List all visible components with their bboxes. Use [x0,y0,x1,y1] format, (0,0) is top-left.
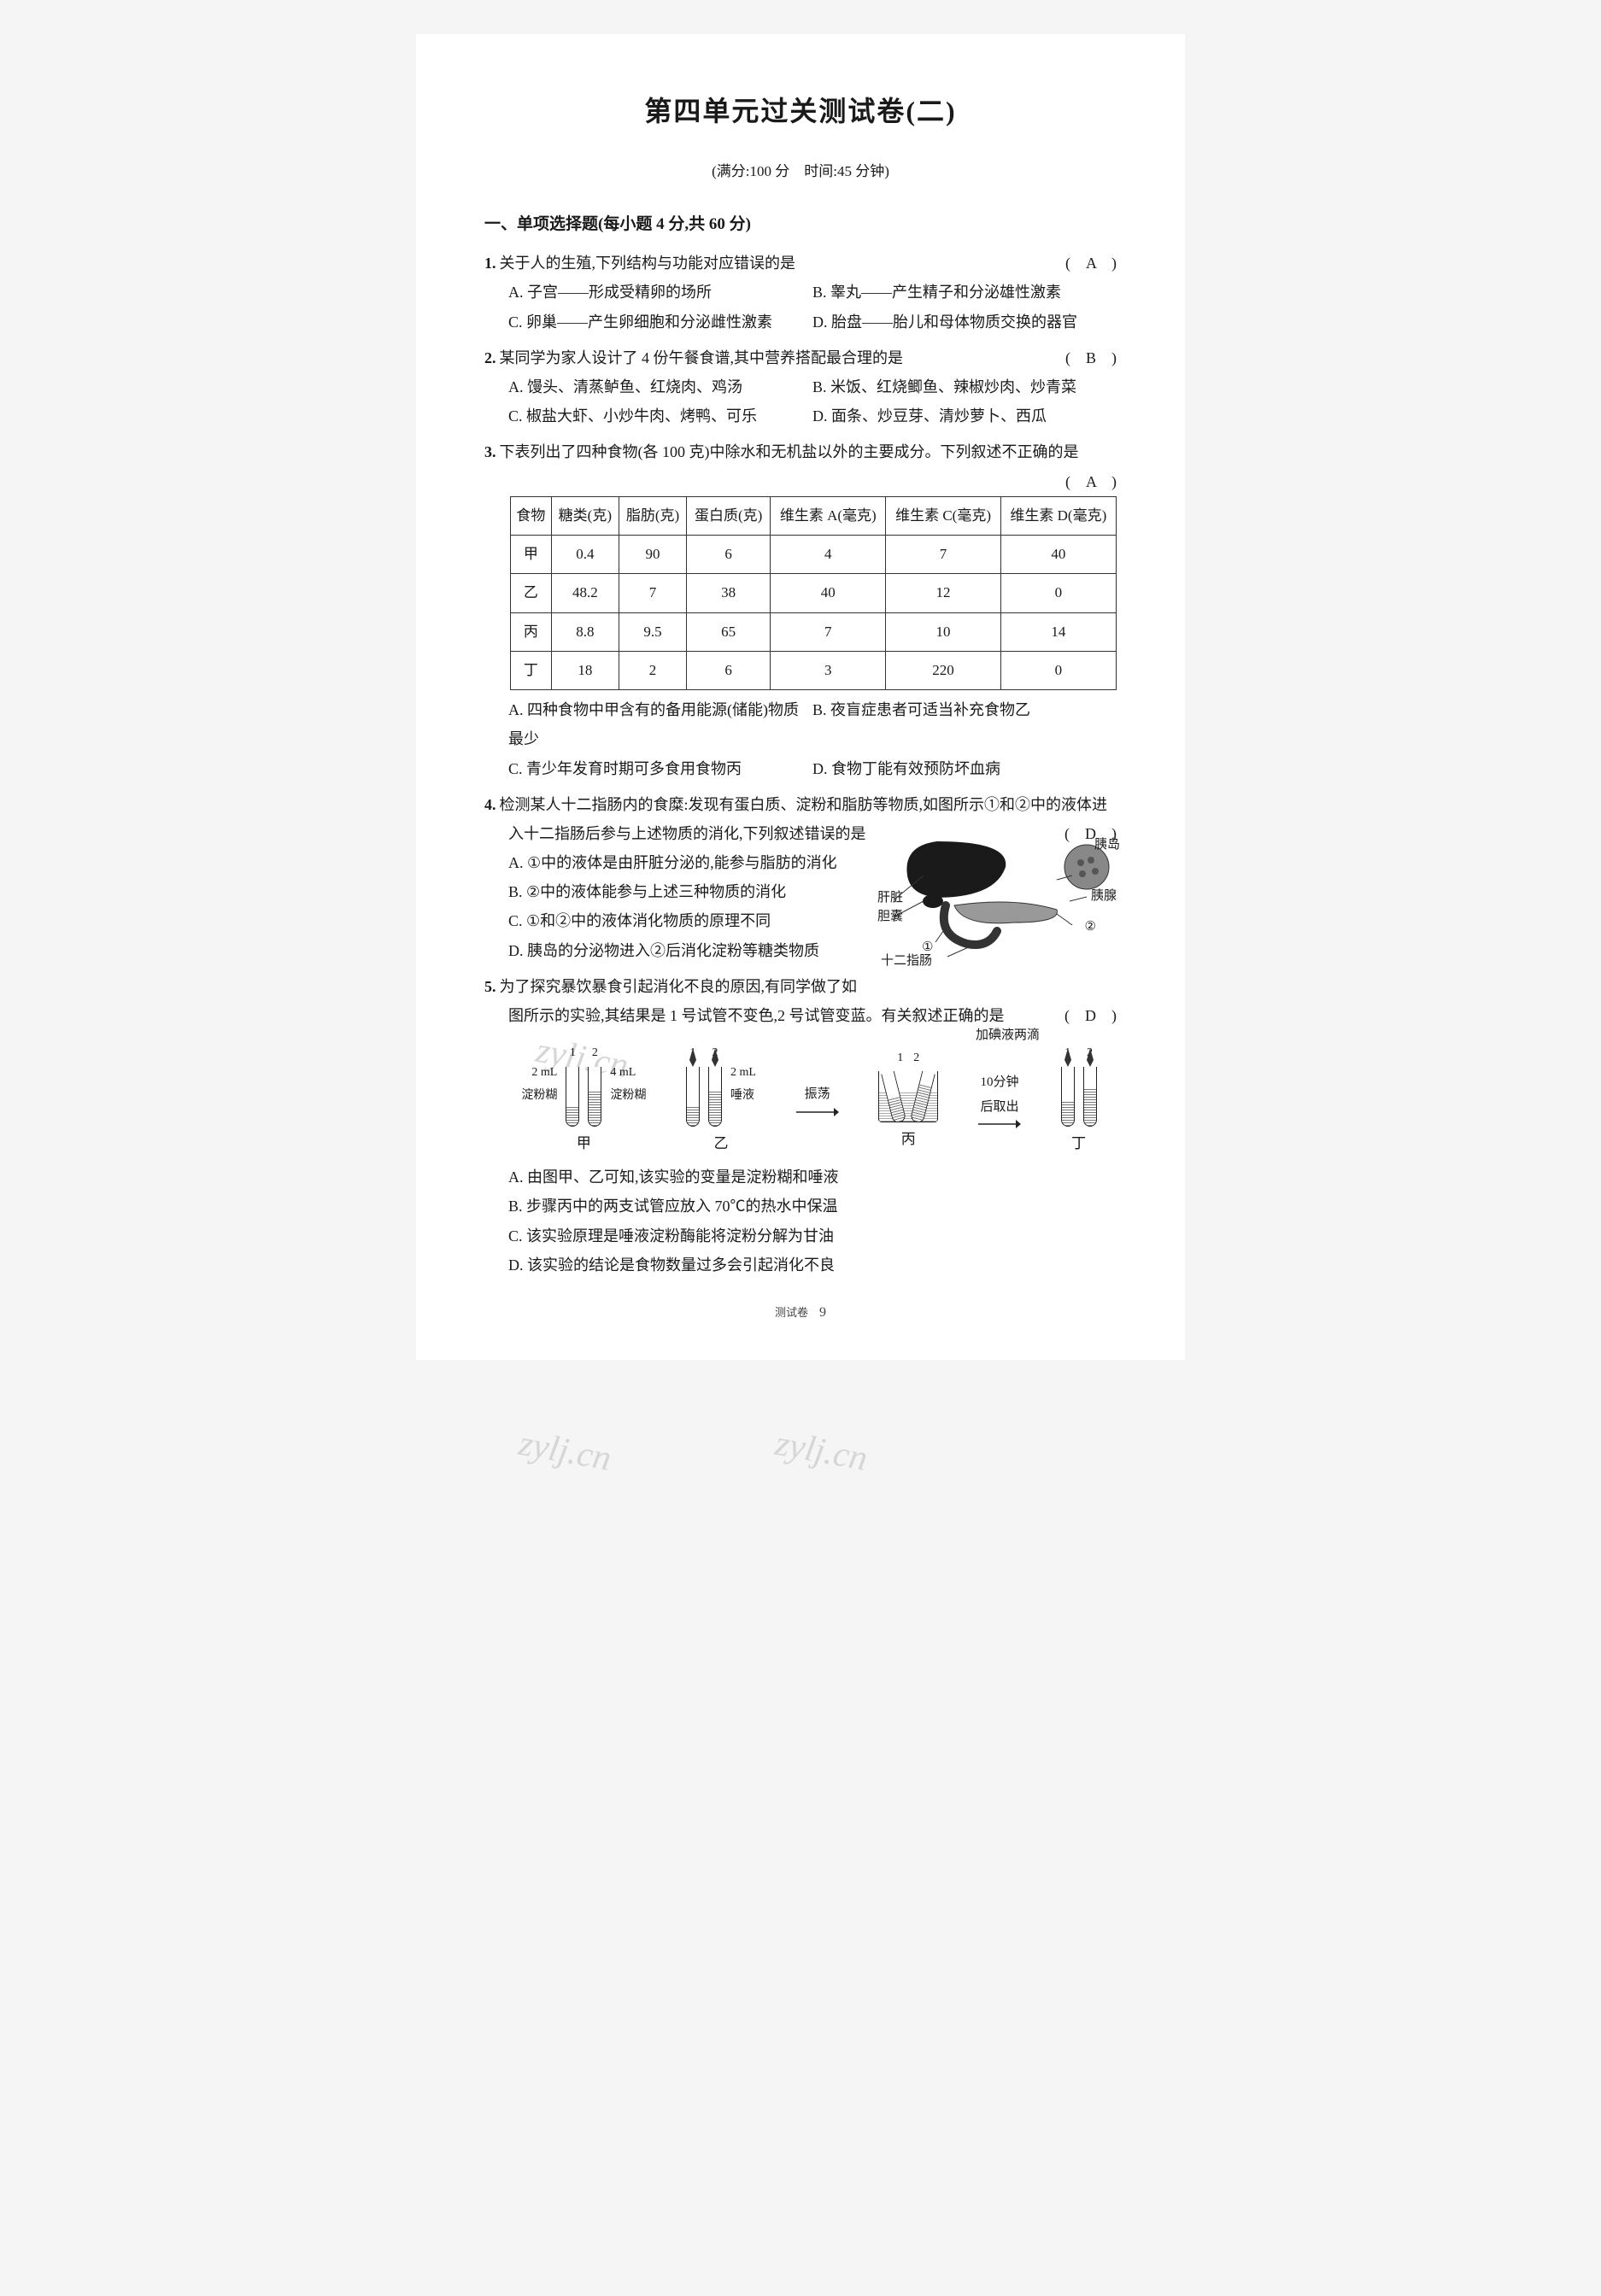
label-gallbladder: 胆囊 [877,905,903,929]
q-number: 2. [484,343,496,372]
page-footer: 测试卷 9 [484,1300,1117,1326]
dropper-icon [1061,1048,1075,1067]
label-islet: 胰岛 [1094,833,1120,858]
q-number: 5. [484,972,496,1001]
dropper-icon [708,1048,722,1067]
table-row: 丙8.89.56571014 [511,612,1117,651]
section-header: 一、单项选择题(每小题 4 分,共 60 分) [484,209,1117,240]
option-d: D. 胎盘——胎儿和母体物质交换的器官 [812,308,1117,337]
anatomy-diagram: 肝脏 胆囊 ① 胰岛 胰腺 ② 十二指肠 [886,833,1117,969]
answer-blank: ( D ) [1064,1001,1117,1030]
experiment-diagram: 加碘液两滴 2 mL 淀粉糊 1 2 4 mL 淀 [484,1042,1117,1157]
question-4: 4. 检测某人十二指肠内的食糜:发现有蛋白质、淀粉和脂肪等物质,如图所示①和②中… [484,790,1117,965]
arrow-shake: 振荡 [796,1082,839,1117]
question-5: 5. 为了探究暴饮暴食引起消化不良的原因,有同学做了如 图所示的实验,其结果是 … [484,972,1117,1280]
option-a: A. 子宫——形成受精卵的场所 [508,278,812,307]
table-row: 乙48.273840120 [511,574,1117,612]
option-d: D. 胰岛的分泌物进入②后消化淀粉等糖类物质 [508,936,877,965]
options: A. 由图甲、乙可知,该实验的变量是淀粉糊和唾液 B. 步骤丙中的两支试管应放入… [484,1163,1117,1280]
options: A. 子宫——形成受精卵的场所 B. 睾丸——产生精子和分泌雄性激素 C. 卵巢… [484,278,1117,336]
answer-blank: ( A ) [1065,249,1117,278]
table-row: 丁182632200 [511,651,1117,689]
watermark: zylj.cn [513,1410,617,1493]
q-stem: 检测某人十二指肠内的食糜:发现有蛋白质、淀粉和脂肪等物质,如图所示①和②中的液体… [500,790,1117,819]
option-b: B. ②中的液体能参与上述三种物质的消化 [508,877,877,906]
label-starch-4ml: 4 mL 淀粉糊 [610,1062,646,1107]
question-1: 1. 关于人的生殖,下列结构与功能对应错误的是 ( A ) A. 子宫——形成受… [484,249,1117,337]
q-stem: 为了探究暴饮暴食引起消化不良的原因,有同学做了如 [500,972,1117,1001]
step-ding: 1 2 丁 [1061,1042,1097,1157]
option-c: C. 椒盐大虾、小炒牛肉、烤鸭、可乐 [508,401,812,430]
q-number: 3. [484,437,496,466]
arrow-wait: 10分钟 后取出 [978,1070,1021,1129]
step-jia: 2 mL 淀粉糊 1 2 4 mL 淀粉糊 甲 [521,1042,646,1157]
option-b: B. 夜盲症患者可适当补充食物乙 [812,695,1117,753]
option-b: B. 步骤丙中的两支试管应放入 70℃的热水中保温 [508,1192,1117,1221]
option-a: A. 由图甲、乙可知,该实验的变量是淀粉糊和唾液 [508,1163,1117,1192]
option-b: B. 睾丸——产生精子和分泌雄性激素 [812,278,1117,307]
step-yi: 1 2 2 mL 唾液 [686,1042,756,1157]
table-row: 甲0.49064740 [511,535,1117,573]
option-a: A. 四种食物中甲含有的备用能源(储能)物质最少 [508,695,812,753]
table-header-row: 食物 糖类(克) 脂肪(克) 蛋白质(克) 维生素 A(毫克) 维生素 C(毫克… [511,496,1117,535]
dropper-icon [1083,1048,1097,1067]
page-title: 第四单元过关测试卷(二) [484,85,1117,138]
option-c: C. 该实验原理是唾液淀粉酶能将淀粉分解为甘油 [508,1221,1117,1250]
option-a: A. ①中的液体是由肝脏分泌的,能参与脂肪的消化 [508,848,877,877]
answer-blank: ( B ) [1065,343,1117,372]
q-number: 1. [484,249,496,278]
page-subtitle: (满分:100 分 时间:45 分钟) [484,158,1117,185]
answer-blank: ( A ) [1065,467,1117,496]
label-saliva-2ml: 2 mL 唾液 [730,1062,756,1107]
question-2: 2. 某同学为家人设计了 4 份午餐食谱,其中营养搭配最合理的是 ( B ) A… [484,343,1117,431]
option-c: C. 卵巢——产生卵细胞和分泌雌性激素 [508,308,812,337]
q-stem: 下表列出了四种食物(各 100 克)中除水和无机盐以外的主要成分。下列叙述不正确… [500,437,1117,466]
q-stem: 关于人的生殖,下列结构与功能对应错误的是 ( A ) [500,249,1117,278]
watermark: zylj.cn [770,1410,873,1493]
option-c: C. ①和②中的液体消化物质的原理不同 [508,906,877,935]
label-pancreas: 胰腺 [1091,884,1117,909]
option-b: B. 米饭、红烧鲫鱼、辣椒炒肉、炒青菜 [812,372,1117,401]
options: A. 馒头、清蒸鲈鱼、红烧肉、鸡汤 B. 米饭、红烧鲫鱼、辣椒炒肉、炒青菜 C.… [484,372,1117,430]
q-number: 4. [484,790,496,819]
label-duodenum: 十二指肠 [881,949,932,974]
option-d: D. 食物丁能有效预防坏血病 [812,754,1117,783]
nutrition-table: 食物 糖类(克) 脂肪(克) 蛋白质(克) 维生素 A(毫克) 维生素 C(毫克… [510,496,1117,690]
iodine-label: 加碘液两滴 [976,1023,1040,1048]
options: A. 四种食物中甲含有的备用能源(储能)物质最少 B. 夜盲症患者可适当补充食物… [484,695,1117,783]
q-stem: 某同学为家人设计了 4 份午餐食谱,其中营养搭配最合理的是 ( B ) [500,343,1117,372]
option-c: C. 青少年发育时期可多食用食物丙 [508,754,812,783]
question-3: 3. 下表列出了四种食物(各 100 克)中除水和无机盐以外的主要成分。下列叙述… [484,437,1117,782]
option-a: A. 馒头、清蒸鲈鱼、红烧肉、鸡汤 [508,372,812,401]
dropper-icon [686,1048,700,1067]
label-n2: ② [1085,915,1096,940]
step-bing: 1 2 丙 [878,1047,938,1153]
exam-page: zylj.cn zylj.cn zylj.cn 第四单元过关测试卷(二) (满分… [416,34,1185,1360]
option-d: D. 该实验的结论是食物数量过多会引起消化不良 [508,1250,1117,1280]
label-starch-2ml: 2 mL 淀粉糊 [521,1062,557,1107]
option-d: D. 面条、炒豆芽、清炒萝卜、西瓜 [812,401,1117,430]
